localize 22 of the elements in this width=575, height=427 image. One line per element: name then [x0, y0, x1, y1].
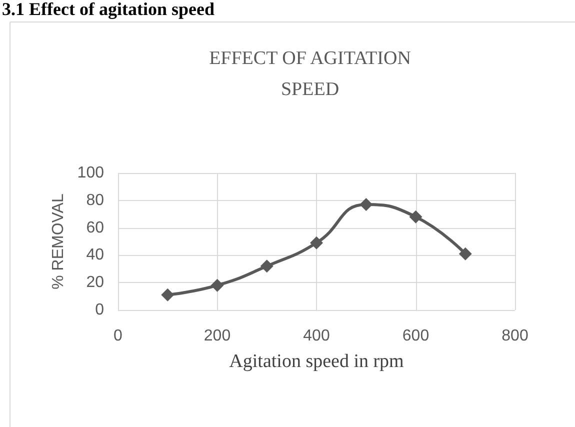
- y-tick-label: 60: [86, 219, 104, 236]
- y-tick-label: 20: [86, 274, 104, 292]
- x-tick-label: 800: [502, 328, 528, 344]
- y-tick-label: 100: [77, 164, 104, 182]
- x-axis-title: Agitation speed in rpm: [229, 351, 404, 372]
- x-tick-label: 600: [402, 328, 430, 344]
- y-tick-label: 40: [86, 246, 104, 264]
- point: [260, 260, 274, 273]
- point: [161, 288, 174, 302]
- point: [210, 278, 224, 292]
- y-axis-title: % REMOVAL: [50, 194, 67, 290]
- x-tick-label: 0: [114, 328, 123, 344]
- x-tick-label: 400: [303, 328, 330, 344]
- chart-title: EFFECT OF AGITATION SPEED: [209, 48, 412, 100]
- text: 3.1 Effect of agitation speed: [2, 0, 214, 19]
- point: [310, 236, 323, 250]
- point: [360, 198, 373, 212]
- y-tick-label: 80: [86, 192, 104, 209]
- point: [458, 247, 472, 260]
- y-tick-label: 0: [95, 302, 104, 318]
- point: [409, 210, 422, 224]
- x-tick-label: 200: [204, 328, 231, 344]
